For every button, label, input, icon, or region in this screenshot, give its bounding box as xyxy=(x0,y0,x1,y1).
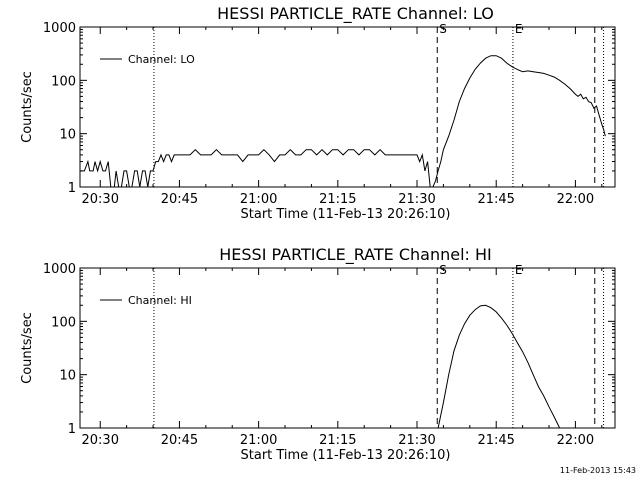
x-tick-label: 21:15 xyxy=(319,433,356,448)
event-marker-label: S xyxy=(439,263,447,277)
x-tick-label: 20:30 xyxy=(82,433,119,448)
x-tick-label: 20:45 xyxy=(161,433,198,448)
x-tick-label: 21:45 xyxy=(477,433,514,448)
x-tick-label: 21:00 xyxy=(240,192,277,207)
x-tick-label: 20:30 xyxy=(82,192,119,207)
x-tick-label: 21:30 xyxy=(398,433,435,448)
event-marker-label: S xyxy=(439,22,447,36)
x-axis-label: Start Time (11-Feb-13 20:26:10) xyxy=(241,207,451,222)
y-axis-label: Counts/sec xyxy=(20,71,35,143)
chart-title: HESSI PARTICLE_RATE Channel: HI xyxy=(219,245,492,265)
y-tick-label: 10 xyxy=(59,128,76,143)
x-tick-label: 21:15 xyxy=(319,192,356,207)
series-line xyxy=(437,304,561,429)
y-axis-label: Counts/sec xyxy=(20,312,35,384)
x-tick-label: 22:00 xyxy=(557,192,594,207)
x-tick-label: 20:45 xyxy=(161,192,198,207)
plot-frame xyxy=(79,267,616,429)
x-tick-label: 22:00 xyxy=(557,433,594,448)
chart-panel-hi: HESSI PARTICLE_RATE Channel: HI 1 10 100 100… xyxy=(20,245,616,463)
series-line xyxy=(80,55,606,188)
y-tick-label: 1000 xyxy=(43,21,76,36)
chart-title: HESSI PARTICLE_RATE Channel: LO xyxy=(217,4,494,24)
chart-panel-lo: HESSI PARTICLE_RATE Channel: LO 1 10 100 100… xyxy=(20,4,616,222)
plot-frame xyxy=(79,26,616,188)
y-tick-label: 1 xyxy=(68,181,76,196)
x-tick-label: 21:00 xyxy=(240,433,277,448)
x-tick-label: 21:30 xyxy=(398,192,435,207)
footer-timestamp: 11-Feb-2013 15:43 xyxy=(559,466,636,475)
y-tick-label: 1000 xyxy=(43,262,76,277)
legend-label: Channel: HI xyxy=(128,294,192,307)
event-marker-label: E xyxy=(515,22,523,36)
y-tick-label: 10 xyxy=(59,369,76,384)
y-tick-label: 1 xyxy=(68,422,76,437)
x-tick-label: 21:45 xyxy=(477,192,514,207)
event-marker-label: E xyxy=(515,263,523,277)
x-axis-label: Start Time (11-Feb-13 20:26:10) xyxy=(241,448,451,463)
legend-label: Channel: LO xyxy=(128,53,195,66)
y-tick-label: 100 xyxy=(51,315,76,330)
y-tick-label: 100 xyxy=(51,74,76,89)
